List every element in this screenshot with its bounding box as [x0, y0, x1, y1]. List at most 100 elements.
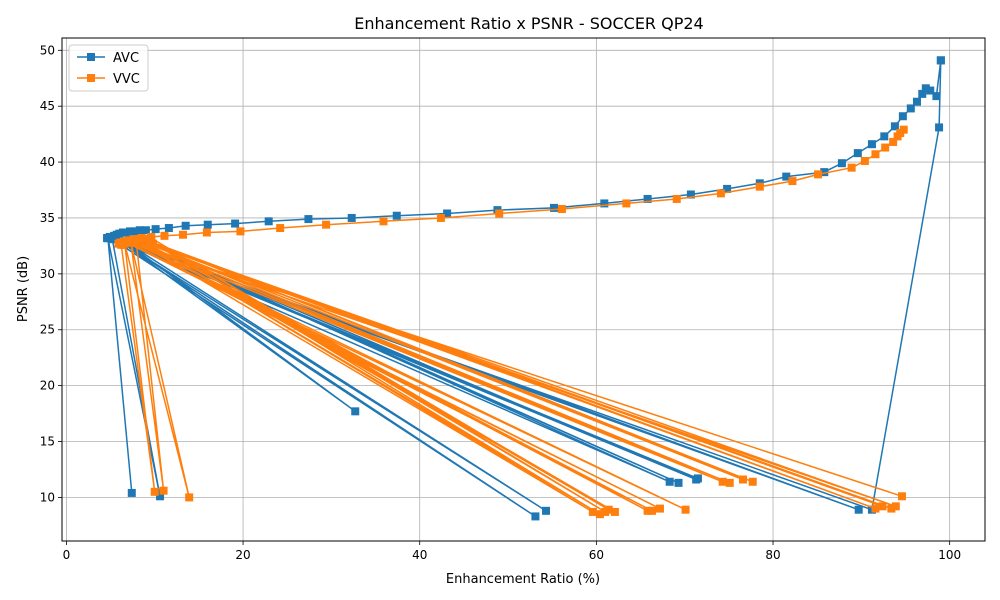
series-vvc-point: [150, 487, 159, 496]
series-avc-point: [890, 122, 899, 131]
series-avc-point: [693, 474, 702, 483]
series-avc-point: [936, 56, 945, 65]
series-vvc-point: [725, 478, 734, 487]
series-vvc-point: [643, 506, 652, 515]
series-vvc-point: [672, 194, 681, 203]
series-avc-point: [141, 226, 150, 235]
series-vvc-point: [159, 486, 168, 495]
series-avc-point: [867, 140, 876, 149]
series-avc-point: [135, 226, 144, 235]
series-avc-point: [156, 492, 165, 501]
series-vvc-point: [738, 475, 747, 484]
y-tick-label: 20: [40, 379, 55, 393]
series-avc-point: [854, 505, 863, 514]
series-vvc-point: [891, 502, 900, 511]
series-avc-point: [231, 219, 240, 228]
y-axis-ticks: 10 15 20 25 30 35 40 45 50: [40, 43, 62, 504]
series-vvc-point: [871, 504, 880, 513]
series-vvc-point: [814, 170, 823, 179]
series-vvc-point: [179, 230, 188, 239]
legend-avc-marker: [87, 53, 95, 61]
series-avc-point: [674, 478, 683, 487]
series-avc-point: [723, 184, 732, 193]
series-vvc-point: [860, 156, 869, 165]
series-vvc-point: [655, 504, 664, 513]
x-tick-label: 80: [765, 548, 780, 562]
series-avc-point: [304, 215, 313, 224]
series-avc-point: [837, 159, 846, 168]
series-avc-point: [347, 213, 356, 222]
legend-item-vvc: VVC: [77, 72, 140, 87]
y-tick-label: 10: [40, 490, 55, 504]
series-vvc-point: [140, 237, 149, 246]
chart-title: Enhancement Ratio x PSNR - SOCCER QP24: [354, 14, 703, 33]
series-avc-point: [531, 512, 540, 521]
series-avc-point: [932, 92, 941, 101]
series-vvc-point: [588, 507, 597, 516]
legend-vvc-marker: [87, 74, 95, 82]
series-avc-point: [600, 199, 609, 208]
y-tick-label: 40: [40, 155, 55, 169]
x-tick-label: 40: [412, 548, 427, 562]
series-avc-point: [935, 123, 944, 132]
series-avc-point: [392, 211, 401, 220]
series-avc-point: [103, 234, 112, 243]
series-avc-point: [782, 172, 791, 181]
series-avc-point: [665, 477, 674, 486]
series-vvc-point: [881, 143, 890, 152]
y-tick-label: 50: [40, 43, 55, 57]
series-avc-point: [351, 407, 360, 416]
y-axis-label: PSNR (dB): [16, 256, 31, 322]
series-avc-point: [926, 86, 935, 95]
series-avc-point: [164, 224, 173, 233]
x-axis-label: Enhancement Ratio (%): [446, 572, 600, 587]
series-vvc-point: [755, 182, 764, 191]
series-avc-point: [181, 221, 190, 230]
series-avc-point: [131, 227, 140, 236]
series-avc-point: [151, 225, 160, 234]
series-vvc: [114, 125, 908, 519]
series-vvc-point: [748, 477, 757, 486]
series-avc-point: [542, 506, 551, 515]
series-vvc-point: [716, 189, 725, 198]
series-vvc-point: [889, 137, 898, 146]
series-avc-point: [820, 168, 829, 177]
series-avc-point: [127, 488, 136, 497]
series-vvc-point: [160, 231, 169, 240]
series-vvc-point: [718, 477, 727, 486]
series-avc-point: [443, 209, 452, 218]
series-avc-point: [898, 112, 907, 121]
legend-item-avc: AVC: [77, 51, 139, 66]
x-tick-label: 0: [63, 548, 71, 562]
series-layer: [103, 56, 945, 521]
series-avc-point: [264, 217, 273, 226]
series-avc-point: [643, 194, 652, 203]
series-avc-point: [880, 132, 889, 141]
series-avc-point: [853, 149, 862, 158]
series-vvc-point: [604, 505, 613, 514]
series-vvc-point: [202, 228, 211, 237]
series-avc-point: [918, 89, 927, 98]
x-axis-ticks: 0 20 40 60 80 100: [63, 541, 961, 562]
series-avc-point: [108, 235, 117, 244]
series-vvc-point: [887, 504, 896, 513]
series-avc-point: [203, 220, 212, 229]
series-vvc-point: [557, 205, 566, 214]
series-avc-point: [686, 190, 695, 199]
x-tick-label: 60: [589, 548, 604, 562]
series-vvc-point: [495, 209, 504, 218]
y-tick-label: 25: [40, 323, 55, 337]
series-vvc-point: [893, 132, 902, 141]
y-tick-label: 30: [40, 267, 55, 281]
series-vvc-point: [185, 493, 194, 502]
series-vvc-point: [436, 213, 445, 222]
series-vvc-point: [322, 220, 331, 229]
series-avc-point: [921, 84, 930, 93]
legend: AVC VVC: [68, 44, 149, 92]
series-vvc-point: [236, 227, 245, 236]
series-vvc-point: [871, 150, 880, 159]
legend-avc-label: AVC: [113, 51, 139, 66]
series-avc-point: [912, 97, 921, 106]
